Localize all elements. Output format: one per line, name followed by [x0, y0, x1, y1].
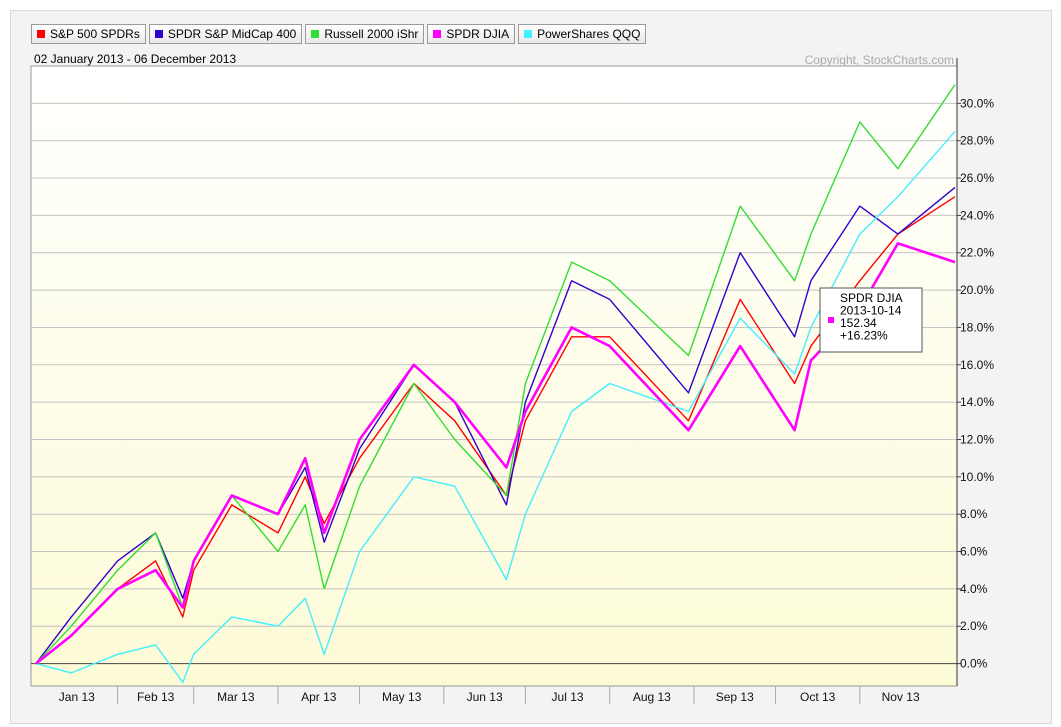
legend-item-2[interactable]: Russell 2000 iShr [305, 24, 425, 44]
tooltip-swatch [828, 317, 834, 323]
y-tick-label: 0.0% [960, 657, 988, 671]
y-tick-label: 26.0% [960, 171, 994, 185]
x-tick-label: Oct 13 [800, 690, 836, 704]
x-tick-label: Mar 13 [217, 690, 255, 704]
legend-item-1[interactable]: SPDR S&P MidCap 400 [148, 24, 303, 44]
legend-label: SPDR S&P MidCap 400 [167, 27, 297, 41]
legend-swatch [311, 30, 320, 38]
tooltip-line-3: +16.23% [840, 329, 888, 343]
y-axis: 0.0% 2.0% 4.0% 6.0% 8.0% 10.0% 12.0% 14.0% 16.0%… [956, 58, 994, 686]
y-tick-label: 30.0% [960, 96, 994, 110]
legend-label: SPDR DJIA [446, 27, 510, 41]
legend-item-4[interactable]: PowerShares QQQ [518, 24, 647, 44]
copyright-label: Copyright, StockCharts.com [805, 53, 954, 67]
y-tick-label: 2.0% [960, 619, 988, 633]
y-tick-label: 24.0% [960, 208, 994, 222]
x-tick-label: Apr 13 [301, 690, 337, 704]
legend-swatch [524, 30, 533, 38]
x-tick-label: Feb 13 [137, 690, 175, 704]
y-tick-label: 10.0% [960, 470, 994, 484]
y-tick-label: 8.0% [960, 507, 988, 521]
x-tick-label: Sep 13 [716, 690, 754, 704]
tooltip-line-2: 152.34 [840, 316, 877, 330]
plot-area [31, 66, 957, 686]
series-lines [35, 84, 956, 683]
y-tick-label: 18.0% [960, 320, 994, 334]
y-tick-label: 22.0% [960, 246, 994, 260]
series-legend: S&P 500 SPDRs SPDR S&P MidCap 400 Russell … [31, 24, 647, 44]
legend-label: PowerShares QQQ [537, 27, 641, 41]
x-tick-label: Jul 13 [552, 690, 584, 704]
y-tick-label: 20.0% [960, 283, 994, 297]
x-tick-label: Nov 13 [882, 690, 920, 704]
date-range-label: 02 January 2013 - 06 December 2013 [34, 52, 236, 66]
series-line-2 [35, 84, 956, 665]
y-tick-label: 14.0% [960, 395, 994, 409]
y-tick-label: 16.0% [960, 358, 994, 372]
y-tick-label: 4.0% [960, 582, 988, 596]
legend-label: Russell 2000 iShr [324, 27, 419, 41]
y-tick-label: 12.0% [960, 432, 994, 446]
x-tick-label: Jun 13 [467, 690, 503, 704]
tooltip-line-0: SPDR DJIA [840, 291, 903, 305]
legend-item-3[interactable]: SPDR DJIA [427, 24, 516, 44]
x-axis: Jan 13 Feb 13 Mar 13 Apr 13 May 13 Jun 13 Jul … [59, 686, 920, 704]
y-tick-label: 28.0% [960, 134, 994, 148]
legend-swatch [433, 30, 442, 38]
series-line-0 [35, 196, 956, 665]
series-line-4 [35, 130, 956, 683]
legend-item-0[interactable]: S&P 500 SPDRs [31, 24, 146, 44]
x-tick-label: Jan 13 [59, 690, 95, 704]
series-line-3 [35, 242, 956, 665]
tooltip-line-1: 2013-10-14 [840, 304, 902, 318]
x-tick-label: May 13 [382, 690, 422, 704]
legend-swatch [37, 30, 45, 38]
y-tick-label: 6.0% [960, 545, 988, 559]
x-tick-label: Aug 13 [633, 690, 671, 704]
legend-swatch [154, 30, 163, 38]
tooltip-box [819, 287, 923, 353]
legend-label: S&P 500 SPDRs [50, 27, 140, 41]
gridlines [31, 102, 957, 665]
